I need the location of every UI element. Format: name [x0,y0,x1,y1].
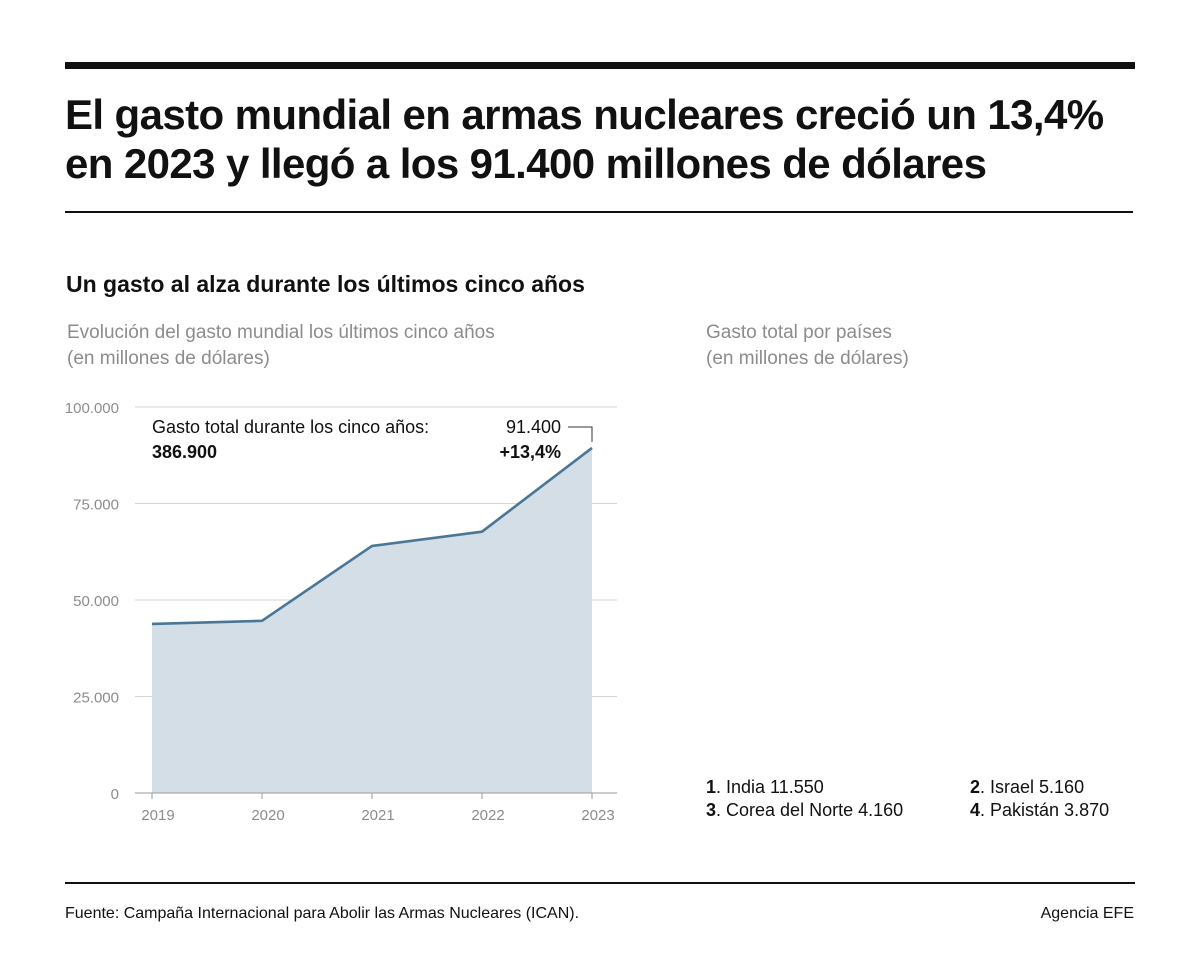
y-tick-label: 100.000 [65,400,119,417]
treemap-subtitle-line-1: Gasto total por países [706,322,892,343]
annotation-leader [568,426,593,442]
headline-line-1: El gasto mundial en armas nucleares crec… [65,91,1104,138]
footer-source: Fuente: Campaña Internacional para Aboli… [65,905,580,922]
legend-number: 1 [706,777,717,797]
legend-text: . India 11.550 [716,777,824,797]
area-chart: 0 25.000 50.000 75.000 100.000 2019 2020 2021 20… [65,400,617,824]
last-change-label: +13,4% [499,442,561,462]
x-tick-label: 2022 [471,807,504,824]
x-tick-label: 2020 [251,807,284,824]
legend-item-pakistan: 4. Pakistán 3.870 [970,798,1109,822]
treemap-subtitle: Gasto total por países (en millones de d… [706,320,909,372]
footer-credit: Agencia EFE [1040,905,1134,922]
footer-rule [65,882,1135,884]
x-tick-label: 2019 [141,807,174,824]
y-tick-label: 25.000 [73,690,119,707]
area-chart-subtitle: Evolución del gasto mundial los últimos … [67,320,495,372]
area-chart-subtitle-line-1: Evolución del gasto mundial los últimos … [67,322,495,343]
x-tick-label: 2023 [581,807,614,824]
legend-item-india: 1. India 11.550 [706,775,824,799]
legend-text: . Pakistán 3.870 [980,800,1110,820]
area-fill [152,447,592,793]
legend-text: . Israel 5.160 [980,777,1085,797]
legend-text: . Corea del Norte 4.160 [716,800,904,820]
section-title: Un gasto al alza durante los últimos cin… [66,271,585,297]
area-chart-subtitle-line-2: (en millones de dólares) [67,348,270,369]
y-tick-label: 50.000 [73,593,119,610]
legend-item-israel: 2. Israel 5.160 [970,775,1084,799]
headline: El gasto mundial en armas nucleares crec… [65,90,1145,188]
last-value-label: 91.400 [506,417,561,437]
treemap-chart: EE.UU.212.160China53.420Rusia37.320Reino… [0,400,460,770]
series-line [151,446,593,626]
headline-rule [65,211,1133,213]
y-tick-label: 0 [111,786,119,803]
total-label: Gasto total durante los cinco años: [152,417,429,437]
legend-number: 2 [970,777,981,797]
top-rule [65,62,1135,69]
legend-item-corea: 3. Corea del Norte 4.160 [706,798,903,822]
y-tick-label: 75.000 [73,497,119,514]
legend-number: 4 [970,800,981,820]
x-tick-label: 2021 [361,807,394,824]
legend-number: 3 [706,800,717,820]
total-value: 386.900 [152,442,217,462]
treemap-subtitle-line-2: (en millones de dólares) [706,348,909,369]
headline-line-2: en 2023 y llegó a los 91.400 millones de… [65,140,987,187]
